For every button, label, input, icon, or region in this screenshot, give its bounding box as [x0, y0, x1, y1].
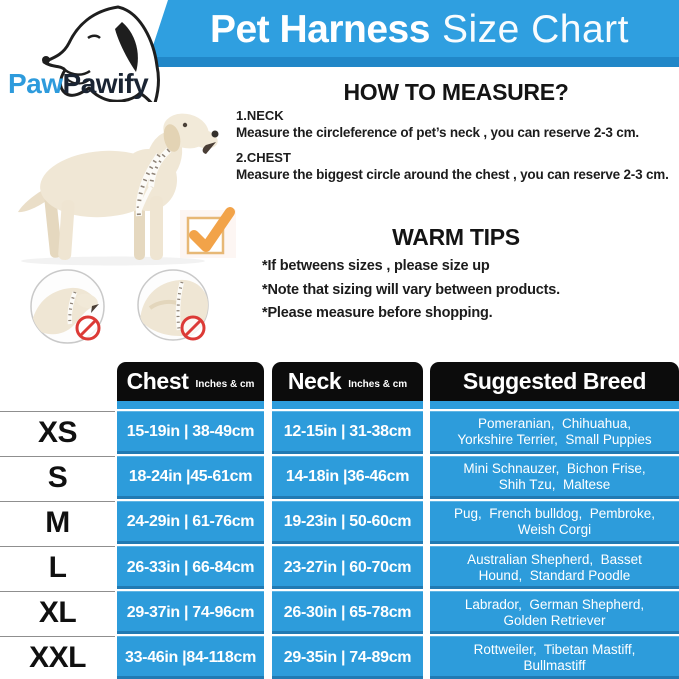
dog-measuring-illustration	[18, 113, 219, 266]
chest-header-stripe	[117, 401, 264, 409]
neck-value: 29-35in | 74-89cm	[272, 636, 423, 679]
chest-value: 29-37in | 74-96cm	[117, 591, 264, 634]
breed-value: Labrador, German Shepherd, Golden Retrie…	[430, 591, 679, 634]
neck-header-label: Neck	[287, 368, 342, 394]
page-title: Pet Harness Size Chart	[160, 7, 679, 53]
breed-value: Pug, French bulldog, Pembroke, Weish Cor…	[430, 501, 679, 544]
title-light: Size Chart	[441, 8, 630, 51]
neck-header-unit: Inches & cm	[348, 379, 408, 390]
chest-value: 18-24in |45-61cm	[117, 456, 264, 499]
size-table: XS 15-19in | 38-49cm 12-15in | 31-38cm P…	[0, 411, 679, 679]
size-label: M	[0, 501, 115, 544]
neck-value: 12-15in | 31-38cm	[272, 411, 423, 454]
breed-value: Pomeranian, Chihuahua, Yorkshire Terrier…	[430, 411, 679, 454]
check-icon	[180, 207, 236, 258]
breed-header-stripe	[430, 401, 679, 409]
step-neck-label: 1.NECK	[236, 108, 284, 123]
chest-header-label: Chest	[126, 368, 189, 394]
neck-value: 23-27in | 60-70cm	[272, 546, 423, 589]
table-row-l: L 26-33in | 66-84cm 23-27in | 60-70cm Au…	[0, 546, 679, 589]
breed-value: Rottweiler, Tibetan Mastiff, Bullmastiff	[430, 636, 679, 679]
banner-bottom-stripe	[146, 57, 679, 67]
neck-value: 26-30in | 65-78cm	[272, 591, 423, 634]
breed-value: Mini Schnauzer, Bichon Frise, Shih Tzu, …	[430, 456, 679, 499]
brand-name-dark: Pawify	[62, 68, 149, 99]
step-chest-text: Measure the biggest circle around the ch…	[236, 167, 669, 182]
step-chest-label: 2.CHEST	[236, 150, 291, 165]
brand-name: PawPawify	[8, 68, 149, 100]
chest-value: 15-19in | 38-49cm	[117, 411, 264, 454]
chest-header-unit: Inches & cm	[195, 379, 255, 390]
chest-value: 24-29in | 61-76cm	[117, 501, 264, 544]
warm-tips-list: *If betweens sizes , please size up *Not…	[262, 255, 672, 326]
table-row-xxl: XXL 33-46in |84-118cm 29-35in | 74-89cm …	[0, 636, 679, 679]
tip-item: *If betweens sizes , please size up	[262, 258, 490, 274]
size-label: XXL	[0, 636, 115, 679]
table-row-xl: XL 29-37in | 74-96cm 26-30in | 65-78cm L…	[0, 591, 679, 634]
breed-value: Australian Shepherd, Basset Hound, Stand…	[430, 546, 679, 589]
neck-value: 19-23in | 50-60cm	[272, 501, 423, 544]
tip-item: *Note that sizing will vary between prod…	[262, 281, 560, 298]
warm-tips-title: WARM TIPS	[392, 224, 520, 250]
dog-logo-icon	[42, 5, 160, 102]
measure-steps: 1.NECK Measure the circleference of pet’…	[236, 108, 676, 192]
tip-item: *Please measure before shopping.	[262, 305, 493, 321]
no-icon	[180, 315, 206, 341]
table-header-chest: Chest Inches & cm	[117, 362, 264, 409]
brand-name-blue: Paw	[8, 68, 63, 99]
table-row-s: S 18-24in |45-61cm 14-18in |36-46cm Mini…	[0, 456, 679, 499]
table-header-breed: Suggested Breed	[430, 362, 679, 409]
size-label: XL	[0, 591, 115, 634]
chest-value: 33-46in |84-118cm	[117, 636, 264, 679]
size-label: S	[0, 456, 115, 499]
size-label: XS	[0, 411, 115, 454]
chest-value: 26-33in | 66-84cm	[117, 546, 264, 589]
neck-wrong-example-vignette	[30, 269, 105, 344]
title-bold: Pet Harness	[209, 8, 430, 51]
table-row-xs: XS 15-19in | 38-49cm 12-15in | 31-38cm P…	[0, 411, 679, 454]
no-icon	[75, 315, 101, 341]
size-label: L	[0, 546, 115, 589]
neck-value: 14-18in |36-46cm	[272, 456, 423, 499]
chest-wrong-example-vignette	[137, 269, 209, 341]
table-header-neck: Neck Inches & cm	[272, 362, 423, 409]
how-to-measure-title: HOW TO MEASURE?	[343, 79, 569, 105]
step-neck-text: Measure the circleference of pet’s neck …	[236, 125, 639, 140]
header-banner	[146, 0, 679, 67]
neck-header-stripe	[272, 401, 423, 409]
breed-header-label: Suggested Breed	[462, 368, 647, 394]
table-row-m: M 24-29in | 61-76cm 19-23in | 50-60cm Pu…	[0, 501, 679, 544]
